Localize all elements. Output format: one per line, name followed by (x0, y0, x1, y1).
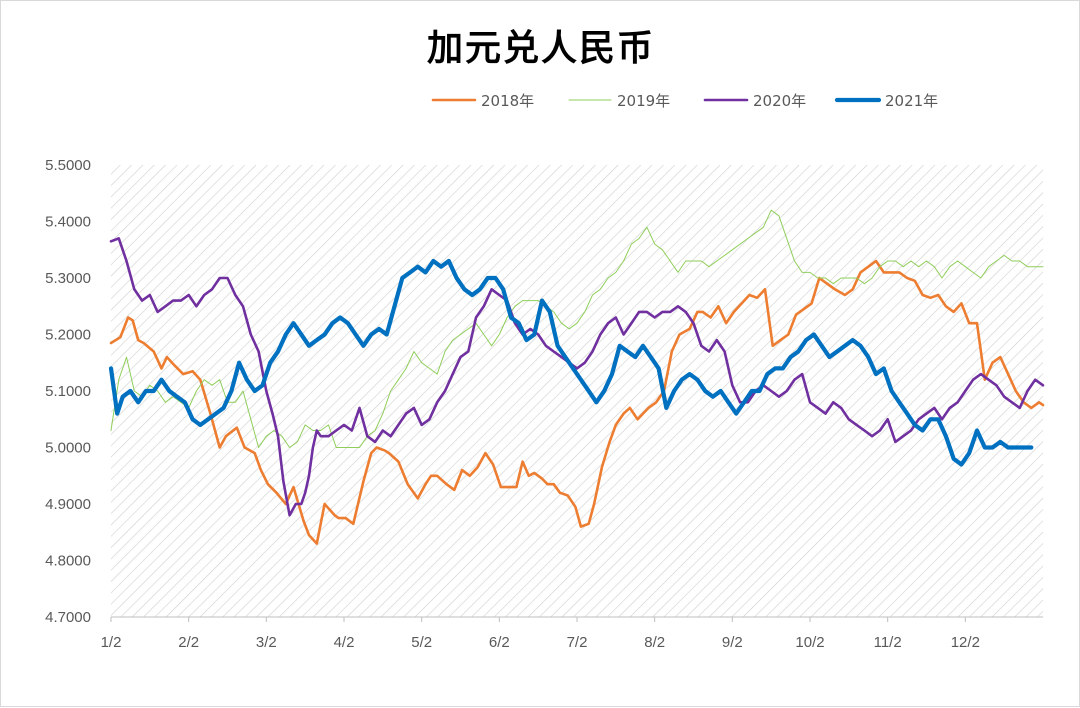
x-tick-label: 3/2 (256, 634, 277, 651)
legend: 2018年 2019年 2020年 2021年 (431, 92, 938, 110)
y-tick-label: 4.8000 (45, 553, 91, 570)
x-tick-label: 7/2 (567, 634, 588, 651)
y-axis: 5.5000 5.4000 5.3000 5.2000 5.1000 5.0000 4.90… (45, 157, 91, 626)
series-group (108, 209, 1045, 545)
series-line-3 (109, 237, 1045, 517)
series-line-2 (110, 209, 1044, 448)
series-line-4 (108, 258, 1034, 467)
legend-label: 2019年 (617, 92, 670, 110)
x-tick-label: 8/2 (644, 634, 665, 651)
y-tick-label: 4.7000 (45, 609, 91, 626)
plot-area-hatched-background (111, 165, 1043, 617)
y-tick-label: 5.0000 (45, 440, 91, 457)
x-tick-label: 12/2 (951, 634, 980, 651)
series-line-1 (109, 259, 1045, 545)
y-tick-label: 5.5000 (45, 157, 91, 174)
y-tick-label: 4.9000 (45, 496, 91, 513)
y-tick-label: 5.1000 (45, 383, 91, 400)
chart-title: 加元兑人民币 (426, 28, 655, 69)
x-tick-label: 2/2 (178, 634, 199, 651)
x-tick-label: 1/2 (101, 634, 122, 651)
x-tick-label: 10/2 (795, 634, 824, 651)
x-tick-label: 5/2 (411, 634, 432, 651)
x-tick-label: 6/2 (489, 634, 510, 651)
legend-label: 2020年 (753, 92, 806, 110)
x-tick-label: 11/2 (874, 634, 902, 651)
x-axis: 1/2 2/2 3/2 4/2 5/2 6/2 7/2 8/2 9/2 10/2 11/2 12/2 (101, 616, 1043, 651)
y-tick-label: 5.4000 (45, 214, 91, 231)
x-tick-label: 9/2 (722, 634, 743, 651)
y-tick-label: 5.2000 (45, 327, 91, 344)
legend-label: 2021年 (885, 92, 938, 110)
y-tick-label: 5.3000 (45, 270, 91, 287)
legend-label: 2018年 (481, 92, 534, 110)
x-tick-label: 4/2 (334, 634, 355, 651)
